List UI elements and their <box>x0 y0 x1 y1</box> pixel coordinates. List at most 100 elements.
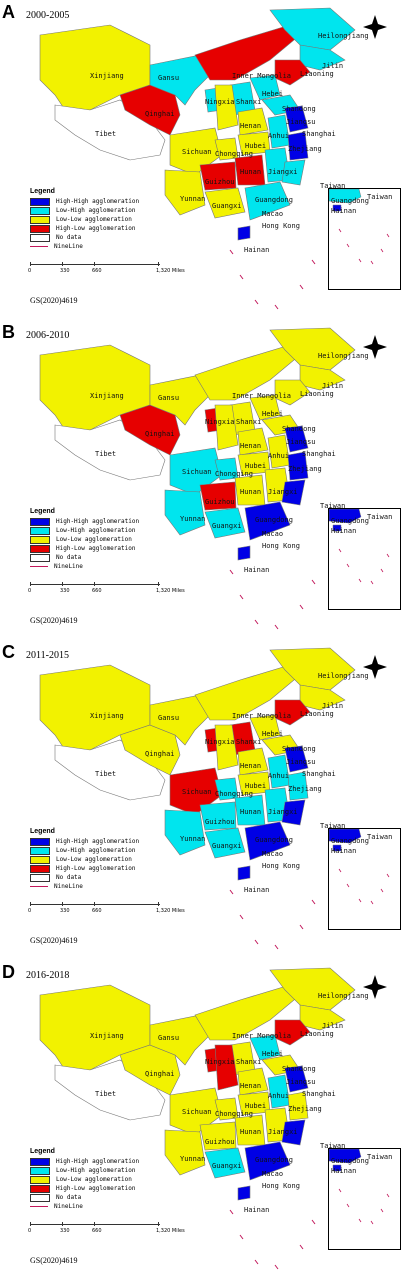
province-label-heilong: Heilongjiang <box>318 32 369 40</box>
province-label-henan: Henan <box>240 1082 262 1090</box>
province-guangdong <box>244 181 291 221</box>
legend-label: Low-High agglomeration <box>56 847 136 854</box>
nine-line-swatch <box>30 246 48 247</box>
province-hainan <box>237 225 251 241</box>
scale-tick-label: 660 <box>92 1228 102 1234</box>
legend-item: No data <box>30 873 170 882</box>
inset-nine-dash-segment <box>338 228 342 233</box>
province-yunnan <box>164 489 206 536</box>
province-label-hunan: Hunan <box>240 168 262 176</box>
legend-swatch <box>30 197 50 206</box>
scale-tick <box>158 902 159 906</box>
china-province-map <box>39 967 387 1270</box>
china-province-map <box>39 7 387 310</box>
legend-title: Legend <box>30 188 55 195</box>
nine-dash-line-segment <box>229 889 234 895</box>
scale-tick <box>158 582 159 586</box>
province-label-hainan: Hainan <box>244 246 270 254</box>
province-label-jiangxi: Jiangxi <box>268 488 298 496</box>
nine-dash-line-segment <box>311 1219 316 1225</box>
province-yunnan <box>164 169 206 216</box>
scale-tick-label: 660 <box>92 588 102 594</box>
province-label-henan: Henan <box>240 762 262 770</box>
nine-line-swatch <box>30 1206 48 1207</box>
province-label-shandong: Shandong <box>282 1065 316 1073</box>
province-label-shandong: Shandong <box>282 105 316 113</box>
province-label-shanxi: Shanxi <box>236 418 262 426</box>
china-province-map <box>39 647 387 950</box>
province-label-jiangsu: Jiangsu <box>286 438 316 446</box>
province-label-shanghai: Shanghai <box>302 450 336 458</box>
province-label-shanghai: Shanghai <box>302 1090 336 1098</box>
legend-swatch <box>30 544 50 553</box>
province-label-chongqing: Chongqing <box>215 1110 253 1118</box>
legend-label: NineLine <box>54 1203 83 1210</box>
province-label-jiangxi: Jiangxi <box>268 168 298 176</box>
province-label-jilin: Jilin <box>322 62 344 70</box>
inset-nine-dash-segment <box>346 563 350 568</box>
province-label-imongolia: Inner Mongolia <box>232 1032 292 1040</box>
nine-dash-line-segment <box>229 569 234 575</box>
legend: Legend High-High agglomeration Low-High ag… <box>30 188 170 251</box>
scale-bar: 0 330 660 1,320 Miles <box>28 582 185 600</box>
province-label-guangdong: Guangdong <box>255 836 293 844</box>
scale-bar: 0 330 660 1,320 Miles <box>28 262 185 280</box>
legend-label: No data <box>56 234 82 241</box>
province-henan <box>237 427 269 456</box>
province-label-heilong: Heilongjiang <box>318 352 369 360</box>
province-label-hubei: Hubei <box>245 1102 267 1110</box>
legend-item: High-High agglomeration <box>30 1157 170 1166</box>
province-label-anhui: Anhui <box>268 1092 290 1100</box>
province-label-imongolia: Inner Mongolia <box>232 392 292 400</box>
province-label-liaoning: Liaoning <box>300 70 334 78</box>
inset-province-guangdong <box>328 828 362 844</box>
inset-label-hainan: Hainan <box>331 1167 357 1175</box>
nine-dash-line-segment <box>254 939 259 945</box>
legend-swatch <box>30 1157 50 1166</box>
inset-nine-dash-segment <box>380 1208 384 1213</box>
scale-tick-label: 0 <box>28 268 32 274</box>
province-label-guizhou: Guizhou <box>205 498 235 506</box>
north-arrow-icon <box>363 655 387 679</box>
inset-province-hainan <box>332 524 342 532</box>
inset-nine-dash-segment <box>386 873 390 878</box>
province-shaanxi <box>214 404 239 451</box>
scale-line <box>30 584 160 585</box>
scale-tick-label: 660 <box>92 268 102 274</box>
legend-swatch <box>30 224 50 233</box>
inset-province-guangdong <box>328 508 362 524</box>
province-shaanxi <box>214 724 239 771</box>
scale-tick <box>94 582 95 586</box>
legend-swatch <box>30 873 50 882</box>
inset-nine-dash-segment <box>338 548 342 553</box>
inset-nine-dash-segment <box>386 233 390 238</box>
nine-line-swatch <box>30 886 48 887</box>
inset-nine-dash-segment <box>338 1188 342 1193</box>
inset-nine-dash-segment <box>386 553 390 558</box>
legend-item: No data <box>30 553 170 562</box>
scale-tick <box>158 262 159 266</box>
province-label-hubei: Hubei <box>245 462 267 470</box>
province-label-yunnan: Yunnan <box>180 195 206 203</box>
panel-letter: C <box>2 642 15 662</box>
legend-item: Low-High agglomeration <box>30 206 170 215</box>
province-shaanxi <box>214 1044 239 1091</box>
province-label-jiangsu: Jiangsu <box>286 118 316 126</box>
province-label-macao: Macao <box>262 1170 284 1178</box>
province-label-yunnan: Yunnan <box>180 835 206 843</box>
legend-label: No data <box>56 1194 82 1201</box>
legend-swatch <box>30 553 50 562</box>
map-panel-b: Xinjiang Tibet Qinghai Gansu Inner Mongolia H… <box>0 320 401 640</box>
province-label-jilin: Jilin <box>322 382 344 390</box>
inset-nine-dash-segment <box>358 1218 362 1223</box>
legend-item: Low-Low agglomeration <box>30 855 170 864</box>
inset-label-guangdong: Guangdong <box>331 1157 369 1165</box>
inset-nine-dash-segment <box>380 248 384 253</box>
province-jiangsu <box>284 105 309 133</box>
province-label-xinjiang: Xinjiang <box>90 712 124 720</box>
province-label-guangxi: Guangxi <box>212 1162 242 1170</box>
province-label-qinghai: Qinghai <box>145 1070 175 1078</box>
scale-tick-label: 330 <box>60 588 70 594</box>
province-label-taiwan: Taiwan <box>320 182 346 190</box>
legend-label: High-Low agglomeration <box>56 865 136 872</box>
